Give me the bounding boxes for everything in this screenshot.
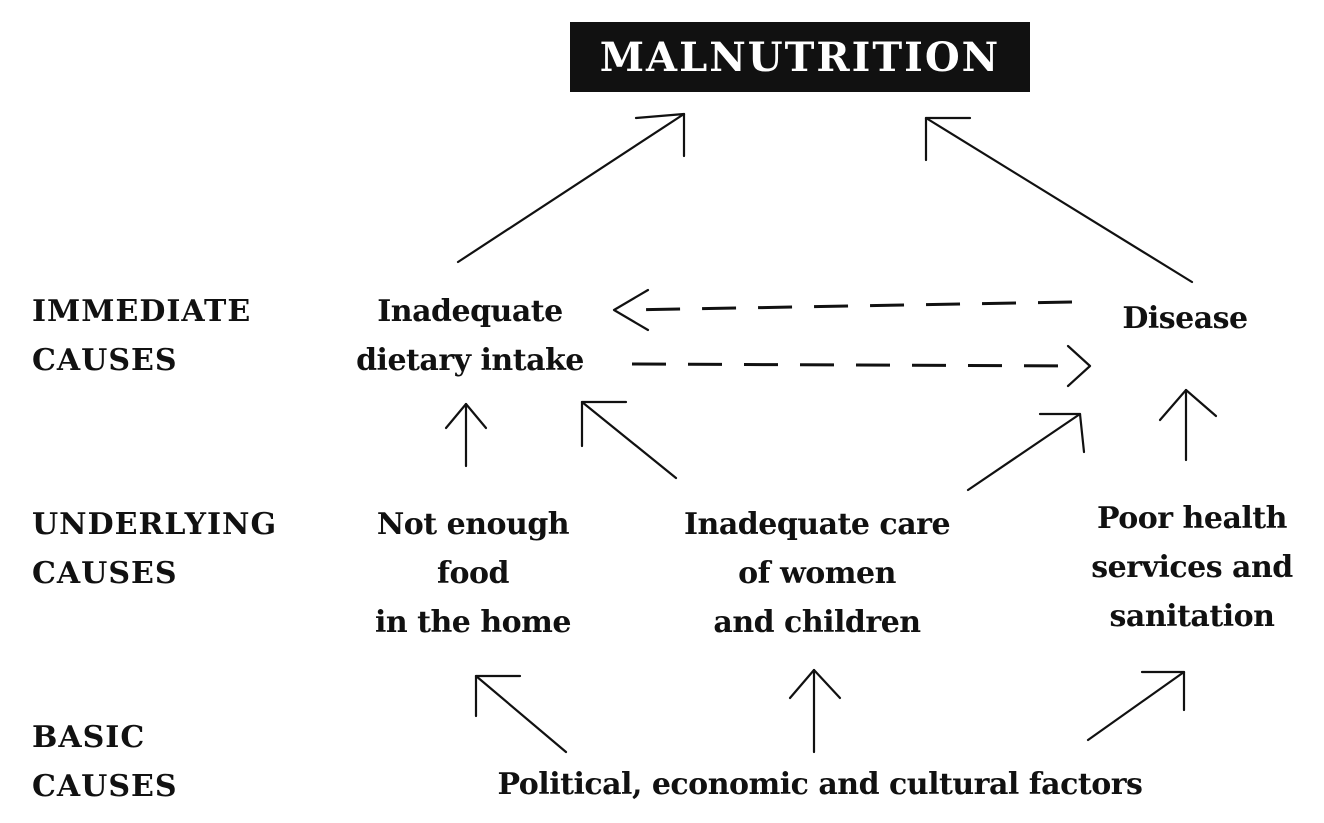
node-poor-health-services: Poor health services and sanitation: [1060, 494, 1324, 641]
node-inadequate-dietary-intake: Inadequate dietary intake: [330, 287, 610, 385]
node-health-line-3: sanitation: [1109, 599, 1275, 634]
malnutrition-title: MALNUTRITION: [570, 22, 1030, 92]
node-basic-factors: Political, economic and cultural factors: [420, 760, 1220, 809]
arrowhead-care-to-dietary: [580, 400, 628, 448]
level-label-basic-line-1: BASIC: [32, 720, 146, 755]
node-inadequate-care: Inadequate care of women and children: [652, 500, 982, 647]
node-food-line-2: food: [437, 556, 509, 591]
arrowhead-dietary-to-malnutrition: [634, 112, 686, 158]
level-label-immediate-line-1: IMMEDIATE: [32, 294, 252, 329]
level-label-underlying-causes: UNDERLYING CAUSES: [32, 500, 277, 598]
dashed-arrow-disease-to-dietary: [627, 300, 1073, 312]
arrowhead-care-to-disease: [1038, 412, 1086, 454]
arrowhead-health-to-disease: [1158, 388, 1218, 422]
level-label-immediate-causes: IMMEDIATE CAUSES: [32, 287, 251, 385]
node-health-line-1: Poor health: [1097, 501, 1287, 536]
node-disease: Disease: [1100, 294, 1270, 343]
level-label-basic-line-2: CAUSES: [32, 769, 178, 804]
arrow-care-to-dietary: [580, 400, 678, 480]
node-dietary-line-1: Inadequate: [377, 294, 563, 329]
node-care-line-3: and children: [713, 605, 921, 640]
node-dietary-line-2: dietary intake: [356, 343, 584, 378]
level-label-underlying-line-1: UNDERLYING: [32, 507, 278, 542]
level-label-basic-causes: BASIC CAUSES: [32, 713, 178, 811]
arrowhead-dietary-to-disease: [1066, 344, 1092, 388]
arrow-care-to-disease: [966, 412, 1082, 492]
arrowhead-disease-to-dietary: [612, 288, 650, 332]
arrowhead-basic-to-care: [788, 668, 842, 700]
node-disease-line-1: Disease: [1122, 301, 1248, 336]
node-health-line-2: services and: [1091, 550, 1293, 585]
node-care-line-2: of women: [738, 556, 896, 591]
dashed-arrow-dietary-to-disease: [631, 362, 1079, 368]
arrow-basic-to-food: [474, 674, 568, 754]
arrowhead-disease-to-malnutrition: [924, 116, 972, 162]
node-food-line-3: in the home: [374, 605, 572, 640]
arrow-disease-to-malnutrition: [924, 116, 1194, 284]
node-food-line-1: Not enough: [376, 507, 570, 542]
arrowhead-basic-to-food: [474, 674, 522, 718]
level-label-immediate-line-2: CAUSES: [32, 343, 178, 378]
node-care-line-1: Inadequate care: [683, 507, 951, 542]
node-not-enough-food: Not enough food in the home: [348, 500, 598, 647]
arrow-dietary-to-malnutrition: [456, 112, 686, 264]
arrowhead-food-to-dietary: [444, 402, 488, 430]
level-label-underlying-line-2: CAUSES: [32, 556, 178, 591]
arrowhead-basic-to-health: [1140, 670, 1186, 712]
node-basic-line-1: Political, economic and cultural factors: [497, 767, 1143, 802]
arrow-basic-to-health: [1086, 670, 1186, 742]
